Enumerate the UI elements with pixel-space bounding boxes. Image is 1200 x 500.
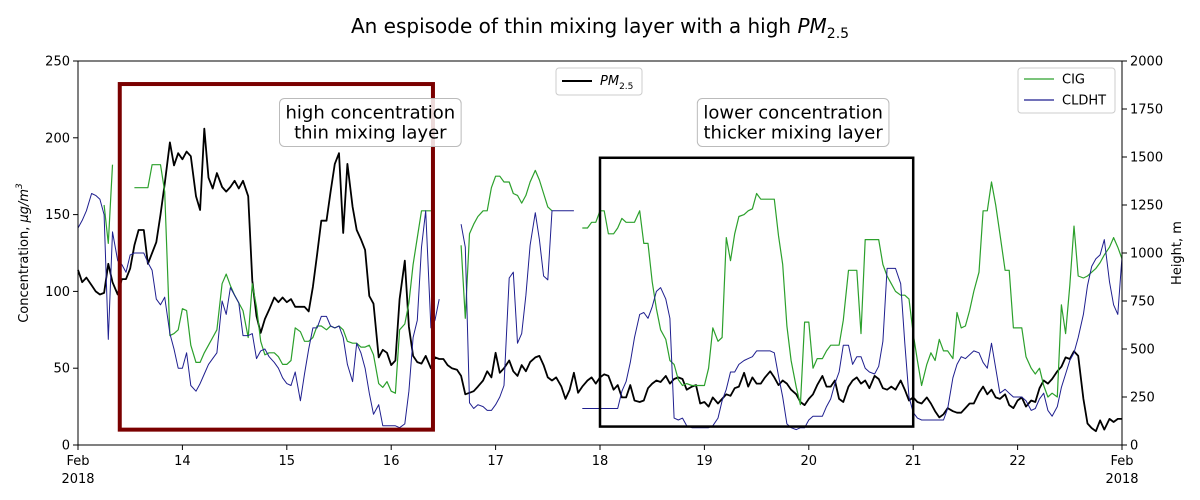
x-tick-label: Feb bbox=[1110, 454, 1133, 469]
y-left-axis-label: Concentration, μg/m3 bbox=[15, 183, 32, 323]
annotation-1-box bbox=[278, 97, 462, 147]
x-tick-label: Feb bbox=[66, 454, 89, 469]
y-right-tick-label: 750 bbox=[1130, 295, 1155, 310]
legend-pm-frame bbox=[555, 67, 643, 96]
y-right-tick-label: 2000 bbox=[1130, 55, 1163, 70]
y-right-tick-label: 1500 bbox=[1130, 151, 1163, 166]
x-tick-label: 21 bbox=[905, 454, 922, 469]
x-tick-sublabel: 2018 bbox=[61, 472, 94, 487]
y-right-tick-label: 250 bbox=[1130, 391, 1155, 406]
x-tick-label: 16 bbox=[383, 454, 400, 469]
y-right-tick-label: 1000 bbox=[1130, 247, 1163, 262]
highlight-box-2 bbox=[598, 156, 915, 428]
x-tick-label: 20 bbox=[801, 454, 818, 469]
x-tick-label: 15 bbox=[279, 454, 296, 469]
x-tick-label: 18 bbox=[592, 454, 609, 469]
x-tick-label: 22 bbox=[1009, 454, 1026, 469]
x-tick-label: 17 bbox=[487, 454, 504, 469]
y-left-tick-label: 0 bbox=[62, 439, 70, 454]
y-left-tick-label: 250 bbox=[45, 55, 70, 70]
annotation-2-box bbox=[696, 97, 890, 147]
annotation-2-line-1: lower concentration bbox=[703, 102, 883, 123]
y-right-tick-label: 1750 bbox=[1130, 103, 1163, 118]
legend-pm: PM2.5 bbox=[555, 67, 643, 96]
legend-pm-label: PM2.5 bbox=[600, 74, 633, 92]
legend-label-cig: CIG bbox=[1062, 73, 1085, 88]
y-right-axis-label: Height, m bbox=[1170, 221, 1185, 285]
y-left-tick-label: 100 bbox=[45, 285, 70, 300]
y-left-tick-label: 50 bbox=[53, 362, 70, 377]
x-tick-label: 14 bbox=[174, 454, 191, 469]
series-line-cig bbox=[103, 164, 1123, 406]
annotation-2-line-2: thicker mixing layer bbox=[704, 122, 884, 143]
y-right-tick-label: 500 bbox=[1130, 343, 1155, 358]
annotation-1-line-2: thin mixing layer bbox=[294, 122, 447, 143]
y-left-tick-label: 150 bbox=[45, 208, 70, 223]
legend-label-cldht: CLDHT bbox=[1062, 94, 1106, 109]
series-line-cldht bbox=[77, 193, 1123, 431]
y-left-tick-label: 200 bbox=[45, 131, 70, 146]
y-right-tick-label: 1250 bbox=[1130, 199, 1163, 214]
annotation-1-line-1: high concentration bbox=[285, 102, 455, 123]
x-tick-label: 19 bbox=[696, 454, 713, 469]
y-right-tick-label: 0 bbox=[1130, 439, 1138, 454]
chart-title: An espisode of thin mixing layer with a … bbox=[351, 14, 849, 42]
highlight-box-1 bbox=[117, 82, 435, 432]
legend-height: CIG CLDHT bbox=[1017, 67, 1116, 114]
x-tick-sublabel: 2018 bbox=[1105, 472, 1138, 487]
